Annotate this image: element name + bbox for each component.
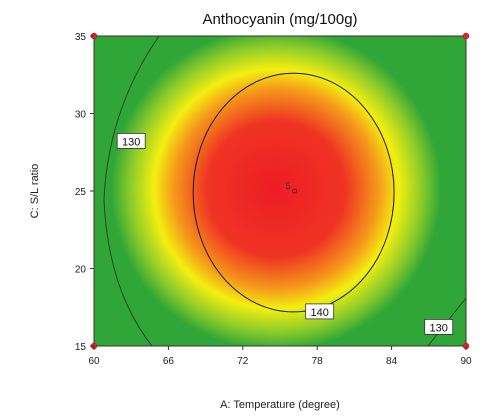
y-tick-label: 35 — [75, 32, 87, 43]
contour-label-140: 140 — [305, 303, 335, 320]
y-tick-label: 25 — [75, 187, 87, 198]
y-tick-label: 30 — [75, 110, 87, 121]
x-tick-label: 60 — [88, 356, 100, 367]
contour-label-130: 130 — [116, 132, 146, 149]
contour-label-130: 130 — [424, 318, 454, 335]
contour-label-box — [305, 303, 335, 320]
contour-label-text: 130 — [430, 322, 448, 334]
x-axis-label: A: Temperature (degree) — [220, 399, 340, 411]
center-point-label: 5 — [286, 181, 291, 191]
plot-area — [93, 35, 467, 347]
x-tick-label: 84 — [386, 356, 398, 367]
contour-line-140 — [192, 72, 395, 313]
x-tick-label: 72 — [237, 356, 249, 367]
y-axis-label: C: S/L ratio — [29, 164, 41, 219]
y-tick-label: 15 — [75, 342, 87, 353]
contour-label-box — [424, 318, 454, 335]
x-tick-label: 90 — [460, 356, 472, 367]
x-tick-label: 78 — [312, 356, 324, 367]
contour-label-text: 130 — [122, 136, 140, 148]
contour-label-box — [116, 132, 146, 149]
design-point — [462, 32, 470, 40]
center-point — [292, 188, 298, 194]
contour-line-130-left — [103, 36, 160, 346]
x-tick-label: 66 — [163, 356, 175, 367]
y-tick-label: 20 — [75, 265, 87, 276]
chart-title: Anthocyanin (mg/100g) — [202, 11, 357, 28]
contour-label-text: 140 — [311, 307, 329, 319]
